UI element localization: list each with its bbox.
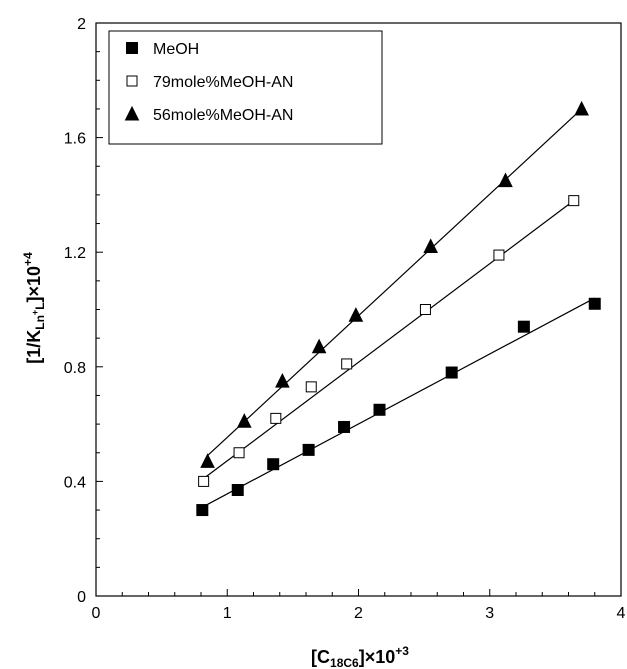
data-point-series-3 (348, 307, 364, 322)
data-point-series-1 (373, 403, 386, 416)
y-axis-label: [1/KLn+L]×10+4 (21, 252, 47, 364)
fit-line-series-1 (202, 297, 596, 508)
x-tick-label: 3 (485, 605, 494, 622)
data-point-series-1 (302, 443, 315, 456)
y-tick-label: 0.8 (64, 360, 86, 377)
x-tick-label: 4 (617, 605, 626, 622)
legend-label-series-3: 56mole%MeOH-AN (153, 107, 293, 124)
x-tick-label: 1 (223, 605, 232, 622)
legend-label-series-1: MeOH (153, 41, 199, 58)
data-point-series-2 (198, 475, 210, 487)
data-point-series-2 (419, 304, 431, 315)
legend-marker-series-1 (126, 42, 138, 54)
data-point-series-2 (341, 358, 353, 370)
data-point-series-2 (270, 412, 282, 424)
legend-label-series-2: 79mole%MeOH-AN (153, 74, 293, 91)
data-point-series-3 (574, 100, 589, 116)
data-point-series-1 (196, 504, 209, 517)
x-tick-label: 0 (92, 605, 101, 622)
x-axis-label: [C18C6]×10+3 (311, 644, 409, 669)
data-point-series-3 (275, 373, 290, 388)
data-point-series-1 (445, 366, 458, 379)
data-point-series-1 (231, 483, 244, 496)
data-point-series-3 (423, 238, 438, 253)
x-tick-label: 2 (354, 605, 363, 622)
data-point-series-3 (498, 172, 513, 188)
data-point-series-1 (588, 297, 601, 310)
fit-lines (202, 108, 596, 508)
data-point-series-1 (267, 458, 280, 471)
fit-line-series-3 (207, 108, 583, 457)
data-markers (196, 100, 601, 517)
y-axis-ticks: 0 0.4 0.8 1.2 1.6 2 (64, 16, 103, 606)
data-point-series-2 (233, 447, 245, 459)
data-point-series-3 (237, 413, 252, 428)
data-point-series-3 (311, 338, 327, 354)
legend: MeOH 79mole%MeOH-AN 56mole%MeOH-AN (108, 30, 383, 145)
data-point-series-3 (200, 453, 215, 468)
x-axis-ticks: 0 1 2 3 4 (92, 589, 626, 622)
y-tick-label: 0 (77, 589, 86, 606)
y-tick-label: 1.6 (64, 131, 86, 148)
fit-line-series-2 (203, 200, 575, 480)
data-point-series-1 (517, 320, 530, 333)
legend-marker-series-3 (124, 105, 140, 121)
legend-marker-series-2 (126, 75, 138, 87)
y-tick-label: 2 (77, 16, 86, 33)
y-tick-label: 0.4 (64, 474, 86, 491)
data-point-series-2 (493, 249, 505, 261)
legend-box (108, 30, 383, 145)
data-point-series-1 (338, 420, 351, 433)
y-tick-label: 1.2 (64, 245, 86, 262)
data-point-series-2 (305, 381, 317, 393)
data-point-series-2 (568, 195, 580, 207)
